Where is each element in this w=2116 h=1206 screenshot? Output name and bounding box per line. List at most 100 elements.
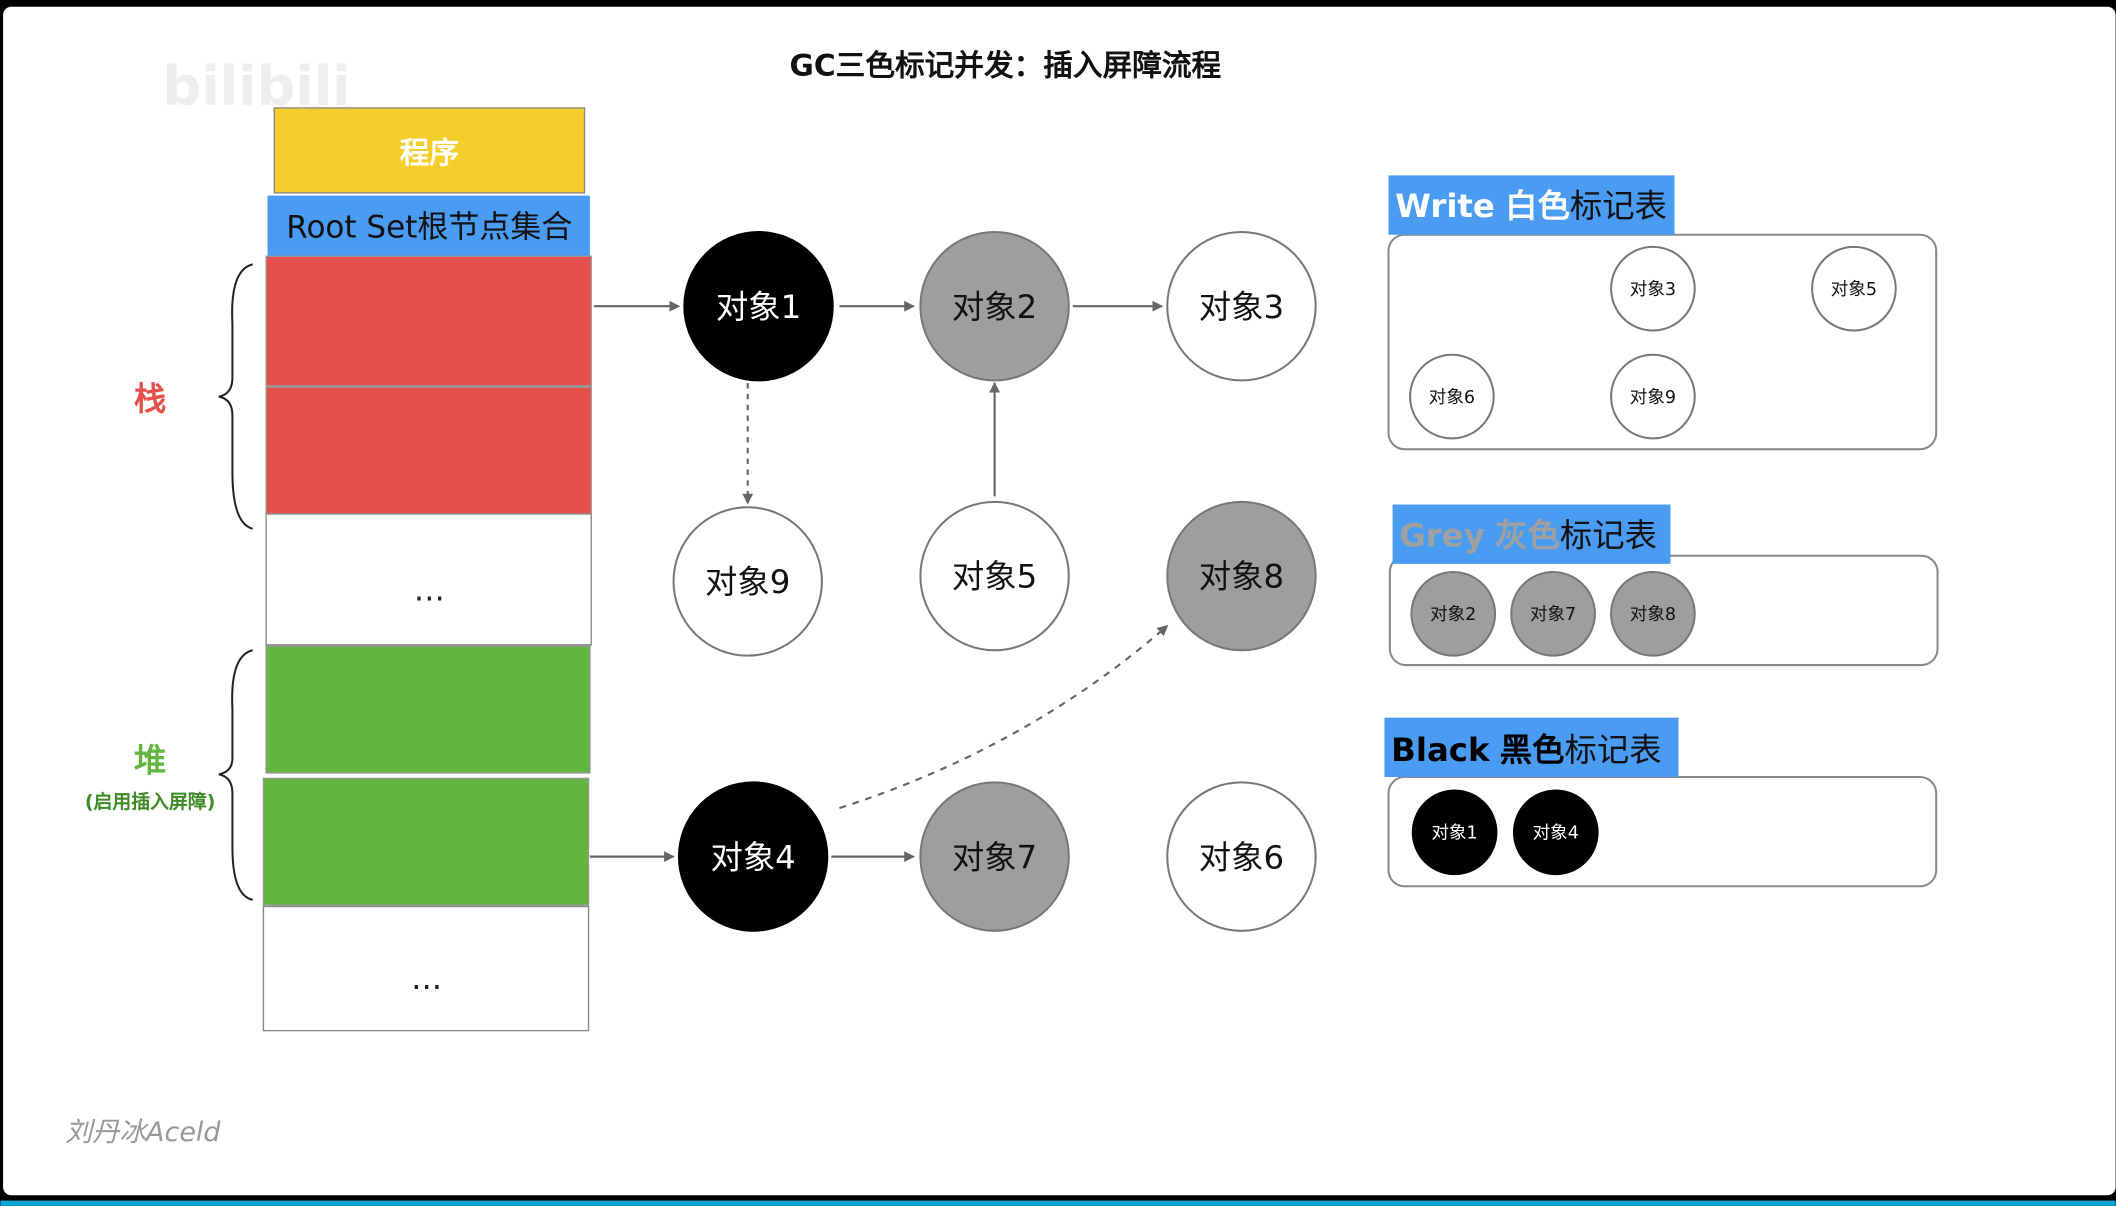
author-watermark: 刘丹冰Aceld bbox=[65, 1117, 221, 1148]
white-table-item-4-label: 对象9 bbox=[1630, 388, 1676, 408]
node-o6-circle bbox=[1166, 781, 1317, 932]
black-table-title: Black 黑色标记表 bbox=[1391, 731, 1661, 769]
heap-brace bbox=[218, 649, 253, 901]
white-table-item-3-label: 对象6 bbox=[1429, 388, 1475, 408]
white-table-item-4-circle bbox=[1610, 353, 1696, 440]
grey-table-item-2: 对象7 bbox=[1510, 570, 1596, 657]
grey-table-items: 对象2 对象7 对象8 bbox=[1410, 570, 1696, 657]
node-o8-circle bbox=[1166, 500, 1317, 652]
white-table: Write 白色标记表 对象3 对象5 对象6 对象9 bbox=[1387, 175, 1938, 451]
grey-table-item-2-circle bbox=[1510, 570, 1596, 657]
node-o9-label: 对象9 bbox=[705, 563, 790, 601]
program-label: 程序 bbox=[400, 135, 459, 170]
node-o1-label: 对象1 bbox=[716, 288, 801, 326]
node-o3-label: 对象3 bbox=[1199, 288, 1284, 326]
black-table-item-1: 对象1 bbox=[1411, 789, 1498, 876]
program-box bbox=[273, 107, 586, 194]
black-title-rest: 标记表 bbox=[1565, 731, 1662, 769]
black-table-header bbox=[1384, 717, 1679, 778]
white-table-item-2-circle bbox=[1811, 245, 1897, 332]
grey-table-item-3: 对象8 bbox=[1610, 570, 1696, 657]
grey-table-title: Grey 灰色标记表 bbox=[1399, 516, 1657, 554]
grey-table-header bbox=[1392, 504, 1671, 564]
node-o1: 对象1 bbox=[683, 231, 834, 382]
white-table-item-2: 对象5 bbox=[1811, 245, 1897, 332]
white-title-rest: 标记表 bbox=[1570, 187, 1667, 225]
node-o6: 对象6 bbox=[1166, 781, 1317, 932]
memory-column: 程序 Root Set根节点集合 ... ... 栈 堆 (启用插入屏障) bbox=[85, 107, 592, 1032]
grey-table-item-2-label: 对象7 bbox=[1530, 605, 1576, 625]
node-o9-circle bbox=[672, 506, 823, 657]
node-o8-label: 对象8 bbox=[1199, 558, 1284, 596]
grey-table-item-3-circle bbox=[1610, 570, 1696, 657]
grey-table-item-1-circle bbox=[1410, 570, 1497, 657]
black-table-item-2-circle bbox=[1512, 789, 1599, 876]
node-o1-circle bbox=[683, 231, 834, 382]
edges bbox=[589, 300, 1169, 863]
grey-title-rest: 标记表 bbox=[1560, 516, 1657, 554]
white-table-header bbox=[1388, 175, 1675, 235]
heap-ellipsis: ... bbox=[411, 959, 442, 997]
white-table-item-3: 对象6 bbox=[1409, 353, 1495, 440]
node-o2-circle bbox=[919, 231, 1070, 382]
root-set-box bbox=[267, 195, 590, 257]
node-o2-label: 对象2 bbox=[952, 288, 1037, 326]
grey-table: Grey 灰色标记表 对象2 对象7 对象8 bbox=[1388, 504, 1939, 667]
white-table-item-2-label: 对象5 bbox=[1831, 280, 1877, 300]
node-o5-label: 对象5 bbox=[952, 558, 1037, 596]
node-o7-circle bbox=[919, 781, 1070, 932]
edge-o4-o8-dashed bbox=[839, 625, 1169, 810]
black-table-item-1-circle bbox=[1411, 789, 1498, 876]
node-o2: 对象2 bbox=[919, 231, 1070, 382]
node-o6-label: 对象6 bbox=[1199, 838, 1284, 876]
heap-slot-1 bbox=[265, 645, 591, 774]
black-table: Black 黑色标记表 对象1 对象4 bbox=[1384, 717, 1938, 888]
black-table-items: 对象1 对象4 bbox=[1411, 789, 1599, 876]
white-table-item-1: 对象3 bbox=[1610, 245, 1696, 332]
white-table-items: 对象3 对象5 对象6 对象9 bbox=[1409, 245, 1897, 440]
black-table-item-1-label: 对象1 bbox=[1432, 824, 1478, 844]
root-set-label: Root Set根节点集合 bbox=[286, 209, 572, 245]
black-table-item-2: 对象4 bbox=[1512, 789, 1599, 876]
black-title-en: Black bbox=[1391, 731, 1491, 769]
heap-slot-2 bbox=[262, 777, 590, 906]
object-nodes: 对象1 对象2 对象3 对象9 对象5 对象8 对象4 对象7 对象6 bbox=[672, 231, 1317, 932]
stack-ellipsis: ... bbox=[414, 570, 445, 608]
grey-title-en: Grey bbox=[1399, 516, 1485, 554]
node-o4-label: 对象4 bbox=[710, 838, 795, 876]
white-table-item-4: 对象9 bbox=[1610, 353, 1696, 440]
grey-table-item-1-label: 对象2 bbox=[1430, 605, 1476, 625]
white-table-item-1-label: 对象3 bbox=[1630, 280, 1676, 300]
node-o4: 对象4 bbox=[677, 781, 829, 932]
node-o3-circle bbox=[1166, 231, 1317, 382]
node-o7: 对象7 bbox=[919, 781, 1070, 932]
node-o8: 对象8 bbox=[1166, 500, 1317, 652]
heap-note: (启用插入屏障) bbox=[85, 790, 216, 813]
stack-slot-ellipsis bbox=[265, 513, 592, 646]
white-table-item-1-circle bbox=[1610, 245, 1696, 332]
black-table-item-2-label: 对象4 bbox=[1533, 824, 1579, 844]
heap-slot-ellipsis bbox=[262, 905, 590, 1032]
node-o4-circle bbox=[677, 781, 829, 932]
progress-line bbox=[0, 1200, 2116, 1206]
node-o9: 对象9 bbox=[672, 506, 823, 657]
grey-title-color: 灰色 bbox=[1495, 516, 1560, 554]
node-o5: 对象5 bbox=[919, 500, 1070, 652]
white-table-title: Write 白色标记表 bbox=[1395, 187, 1667, 225]
stack-slot-2 bbox=[265, 386, 592, 515]
node-o7-label: 对象7 bbox=[952, 838, 1037, 876]
grey-table-item-3-label: 对象8 bbox=[1630, 605, 1676, 625]
stack-slot-1 bbox=[265, 255, 592, 387]
white-table-item-3-circle bbox=[1409, 353, 1495, 440]
grey-table-item-1: 对象2 bbox=[1410, 570, 1497, 657]
heap-label: 堆 bbox=[134, 742, 166, 780]
node-o3: 对象3 bbox=[1166, 231, 1317, 382]
white-title-color: 白色 bbox=[1505, 187, 1570, 225]
stack-brace bbox=[218, 263, 254, 530]
white-title-en: Write bbox=[1395, 187, 1495, 225]
page-title: GC三色标记并发：插入屏障流程 bbox=[790, 48, 1222, 83]
stack-label: 栈 bbox=[134, 380, 166, 418]
black-title-color: 黑色 bbox=[1500, 731, 1565, 769]
node-o5-circle bbox=[919, 500, 1070, 652]
